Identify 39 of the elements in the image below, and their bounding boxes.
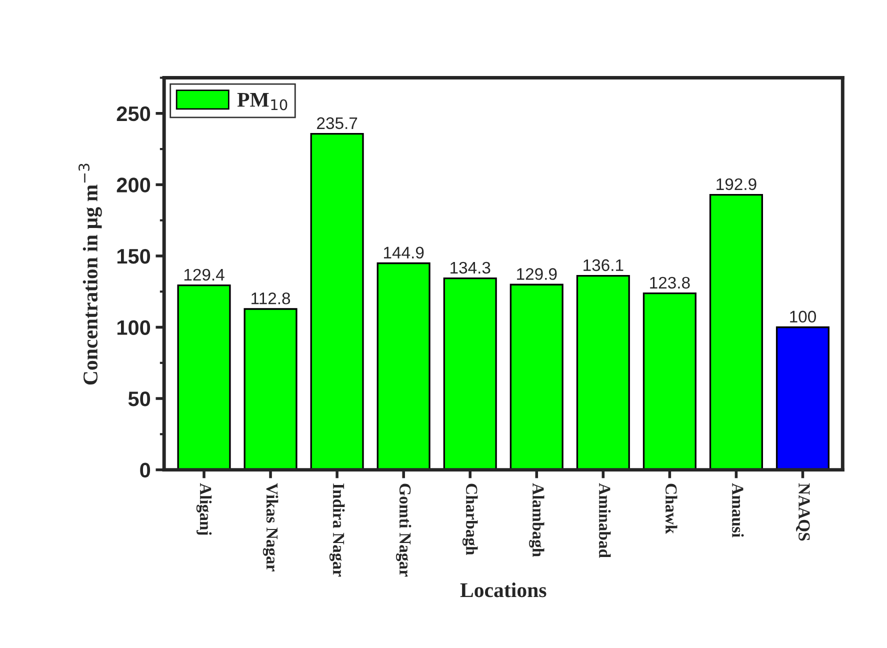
data-label: 123.8 [650,276,690,289]
x-tick-label: Indira Nagar [329,484,345,577]
data-label: 144.9 [384,246,424,259]
x-tick-label: Aminabad [598,483,611,558]
y-tick-label: 100 [117,320,150,335]
y-axis-title: Concentration in µg m$^{−3}$ [78,164,102,385]
y-tick-label: 200 [116,178,150,192]
data-label: 235.7 [317,117,358,130]
data-label: 129.4 [184,268,224,281]
x-tick-label: Alambagh [529,483,544,557]
x-tick-label: Chawk [666,484,678,534]
x-tick-label: Vikas Nagar [262,483,278,572]
bar [244,308,298,470]
bar [310,132,364,470]
data-label: 129.9 [517,268,557,280]
bar [177,284,231,470]
data-label: 192.9 [716,178,756,190]
x-tick-label: Gomti Nagar [396,484,412,577]
x-tick-label: Charbagh [462,484,478,555]
y-tick-label: 250 [116,106,150,122]
x-axis-title: Locations [460,582,546,598]
bar [376,262,430,470]
y-tick-label: 0 [140,462,150,478]
data-label: 100 [790,310,816,323]
bar [510,284,564,470]
bar [709,194,763,470]
bar [776,326,830,470]
y-tick-label: 50 [128,392,150,406]
bar [642,292,696,470]
data-label: 112.8 [252,292,290,304]
data-label: 134.3 [450,262,490,274]
data-label: 136.1 [584,259,624,272]
x-tick-label: Amausi [732,483,744,538]
bar [576,274,630,470]
x-tick-label: NAAQS [796,483,810,541]
y-tick-label: 150 [117,248,150,264]
bar [443,278,497,470]
x-tick-label: Aliganj [196,483,212,535]
legend-label: PM$_{10}$ [237,92,288,110]
